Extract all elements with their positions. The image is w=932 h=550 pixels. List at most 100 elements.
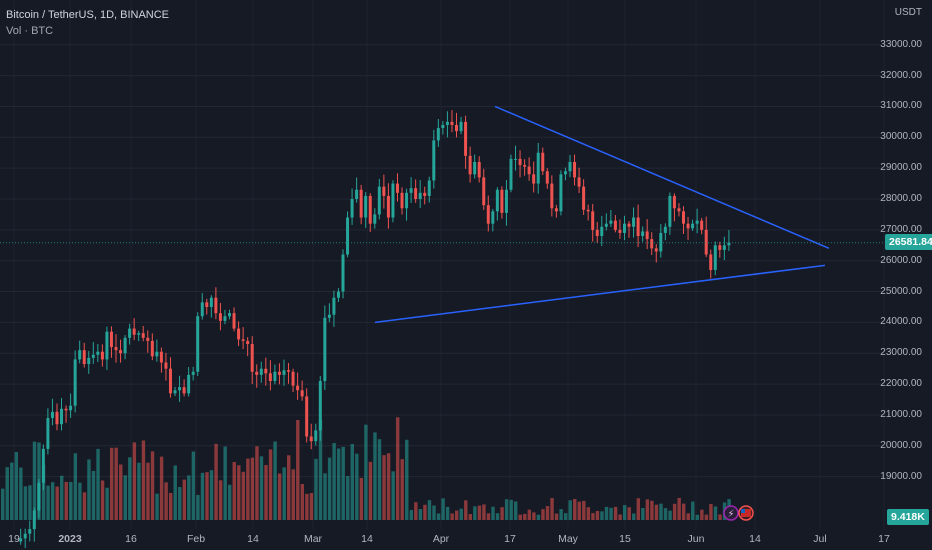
candle-body — [100, 351, 104, 360]
time-tick-label: Apr — [433, 533, 450, 545]
candle-body — [114, 347, 118, 351]
volume-bar — [545, 506, 550, 520]
lower-trendline[interactable] — [374, 264, 826, 324]
volume-bar — [196, 494, 200, 520]
candle-body — [518, 158, 522, 166]
time-tick-label: May — [558, 533, 579, 545]
price-tick-label: 22000.00 — [880, 378, 922, 390]
volume-bar — [50, 482, 55, 520]
axis-currency: USDT — [894, 7, 922, 18]
candle-body — [423, 192, 427, 196]
volume-bar — [359, 477, 364, 520]
symbol-legend[interactable]: Bitcoin / TetherUS, 1D, BINANCE — [6, 9, 170, 21]
volume-bar — [164, 482, 168, 520]
candle-body — [19, 538, 23, 542]
candle-body — [427, 180, 431, 196]
price-tick-label: 23000.00 — [880, 347, 922, 359]
volume-bar — [373, 432, 377, 520]
volume-bar — [146, 462, 150, 520]
volume-bar — [677, 497, 681, 520]
candle-body — [78, 350, 82, 360]
candle-body — [455, 124, 458, 132]
volume-bar — [314, 458, 318, 520]
volume-bar — [600, 511, 604, 520]
volume-bar — [595, 510, 600, 520]
candle-body — [445, 121, 449, 125]
volume-bar — [96, 448, 100, 520]
volume-bar — [141, 440, 146, 520]
volume-bar — [277, 473, 282, 520]
volume-bar — [532, 512, 536, 520]
candle-body — [395, 183, 399, 193]
candle-body — [105, 331, 109, 360]
volume-bar — [19, 467, 23, 520]
candle-body — [128, 328, 132, 338]
candle-body — [613, 220, 617, 230]
volume-bar — [255, 446, 259, 520]
flag-canton — [741, 509, 745, 513]
candle-body — [318, 381, 322, 431]
candle-body — [60, 408, 64, 425]
candle-body — [191, 371, 195, 375]
volume-bar — [336, 448, 341, 520]
volume-bar — [464, 500, 468, 520]
candle-body — [409, 188, 413, 193]
time-tick-label: 17 — [504, 533, 516, 545]
candle-body — [228, 313, 231, 317]
volume-bar — [477, 505, 482, 520]
candle-body — [259, 368, 263, 375]
price-candles — [19, 110, 731, 549]
volume-bar — [482, 504, 486, 520]
volume-bar — [323, 473, 327, 520]
volume-bar — [418, 508, 423, 520]
volume-bar — [23, 486, 28, 520]
candle-body — [155, 351, 159, 357]
price-tick-label: 32000.00 — [880, 69, 922, 81]
candle-body — [468, 155, 472, 175]
volume-bar — [591, 513, 595, 520]
candle-body — [264, 368, 268, 374]
volume-bar — [346, 476, 350, 520]
candle-body — [214, 297, 218, 314]
volume-bar — [386, 453, 391, 520]
candle-body — [137, 333, 141, 335]
volume-bar — [377, 439, 382, 520]
candle-body — [495, 189, 499, 212]
candle-body — [32, 510, 36, 530]
volume-bar — [78, 482, 82, 520]
candle-body — [450, 121, 454, 125]
volume-bar — [332, 443, 336, 520]
volume-bar — [128, 457, 132, 520]
candle-body — [568, 161, 572, 172]
upper-trendline[interactable] — [494, 105, 830, 250]
flash-event-icon[interactable] — [723, 505, 739, 521]
last-volume-tag: 9.418K — [887, 509, 929, 525]
volume-bar — [173, 465, 177, 520]
volume-bar — [423, 504, 427, 520]
candle-body — [37, 482, 41, 511]
candle-body — [255, 371, 259, 375]
price-tick-label: 30000.00 — [880, 131, 922, 143]
volume-bar — [495, 513, 500, 520]
volume-legend[interactable]: Vol · BTC — [6, 25, 54, 37]
volume-bar — [573, 498, 577, 520]
price-tick-label: 19000.00 — [880, 470, 922, 482]
candle-body — [713, 245, 717, 270]
volume-bar — [114, 447, 118, 520]
time-tick-label: Jun — [688, 533, 705, 545]
candle-body — [668, 195, 672, 227]
candle-body — [464, 121, 468, 156]
candle-body — [491, 211, 495, 224]
lightning-icon: ⚡ — [727, 509, 734, 520]
volume-bar — [64, 481, 68, 520]
volume-bar — [214, 443, 218, 520]
volume-bar — [659, 503, 663, 520]
candle-body — [382, 186, 386, 196]
candle-body — [695, 220, 699, 224]
candle-body — [182, 387, 186, 394]
candle-body — [418, 192, 422, 199]
candle-body — [677, 208, 681, 212]
volume-bar — [246, 458, 250, 520]
candle-body — [377, 186, 381, 215]
